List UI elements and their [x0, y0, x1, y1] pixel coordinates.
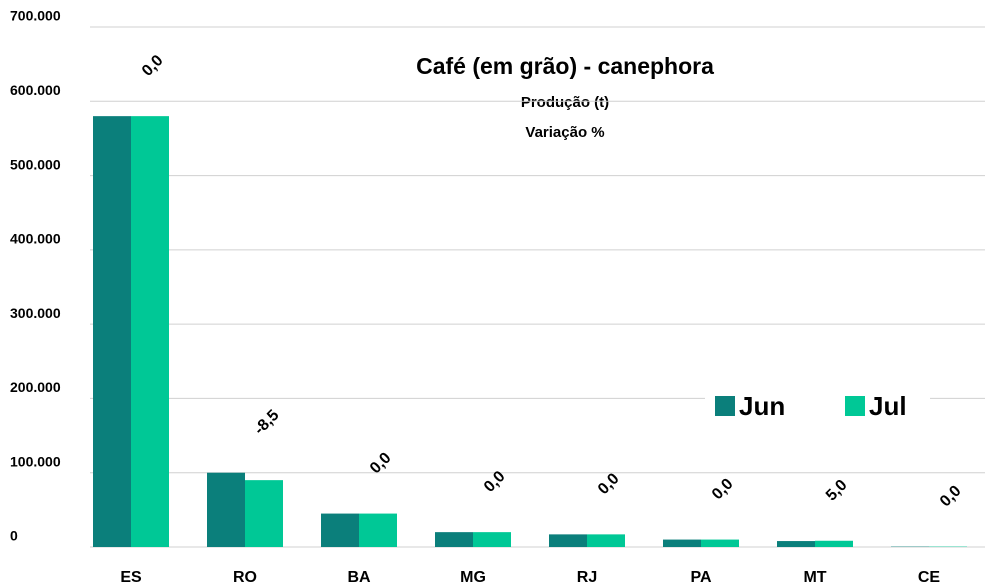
variation-label: 0,0	[937, 482, 965, 510]
x-tick-label: PA	[690, 569, 711, 586]
y-tick-label: 100.000	[10, 453, 61, 469]
bar	[359, 513, 397, 547]
bar	[549, 534, 587, 547]
variation-label: 0,0	[595, 470, 623, 498]
bar	[321, 513, 359, 547]
y-tick-label: 0	[10, 528, 18, 544]
x-tick-label: MG	[460, 569, 486, 586]
variation-label: -8,5	[251, 407, 283, 439]
bar	[473, 532, 511, 547]
x-tick-label: RJ	[577, 569, 597, 586]
x-tick-label: ES	[120, 569, 142, 586]
y-tick-label: 300.000	[10, 305, 61, 321]
chart-title: Café (em grão) - canephora	[416, 53, 714, 79]
bar	[815, 540, 853, 547]
x-tick-label: MT	[803, 569, 826, 586]
y-tick-label: 400.000	[10, 231, 61, 247]
bar	[93, 116, 131, 548]
legend-swatch	[845, 396, 865, 416]
bar	[131, 116, 169, 548]
x-tick-label: RO	[233, 569, 257, 586]
x-tick-label: BA	[347, 569, 371, 586]
chart-subtitle: Variação %	[525, 124, 604, 141]
chart-subtitle: Produção (t)	[521, 94, 609, 111]
legend-label: Jun	[739, 391, 785, 421]
variation-label: 0,0	[139, 52, 167, 80]
variation-label: 0,0	[481, 468, 509, 496]
variation-label: 0,0	[709, 475, 737, 503]
bar	[245, 480, 283, 547]
bar	[701, 539, 739, 547]
bar	[435, 532, 473, 547]
bar	[207, 472, 245, 547]
bar	[777, 541, 815, 547]
y-tick-label: 600.000	[10, 82, 61, 98]
bar	[663, 539, 701, 547]
variation-label: 5,0	[823, 477, 851, 505]
bar	[587, 534, 625, 547]
legend: Jun Jul	[705, 385, 930, 429]
y-tick-label: 200.000	[10, 379, 61, 395]
legend-label: Jul	[869, 391, 907, 421]
x-tick-label: CE	[918, 569, 941, 586]
legend-background	[705, 385, 930, 429]
y-tick-label: 700.000	[10, 8, 61, 24]
legend-swatch	[715, 396, 735, 416]
y-tick-label: 500.000	[10, 156, 61, 172]
